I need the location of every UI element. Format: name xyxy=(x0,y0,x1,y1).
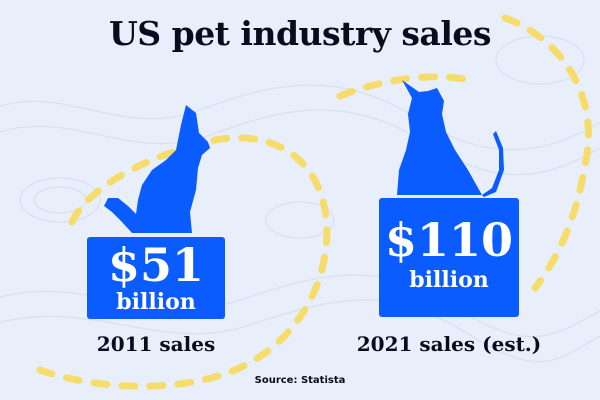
value-label-2021: $110 xyxy=(384,213,514,267)
category-label-2011: 2011 sales xyxy=(96,332,216,356)
category-label-2021: 2021 sales (est.) xyxy=(356,332,542,356)
bar-2011: $51 billion xyxy=(87,237,225,319)
page-title: US pet industry sales xyxy=(109,14,491,53)
dashed-arc-top xyxy=(336,73,474,100)
dashed-path xyxy=(36,14,592,390)
unit-label-2011: billion xyxy=(116,289,196,315)
dashed-loop-left xyxy=(36,134,331,390)
dog-icon xyxy=(104,105,210,233)
unit-label-2021: billion xyxy=(409,267,489,293)
dashed-arc-right xyxy=(501,14,592,292)
value-label-2011: $51 xyxy=(107,238,205,292)
source-note: Source: Statista xyxy=(254,375,346,386)
cat-icon xyxy=(397,80,504,197)
bar-2021: $110 billion xyxy=(379,198,519,317)
